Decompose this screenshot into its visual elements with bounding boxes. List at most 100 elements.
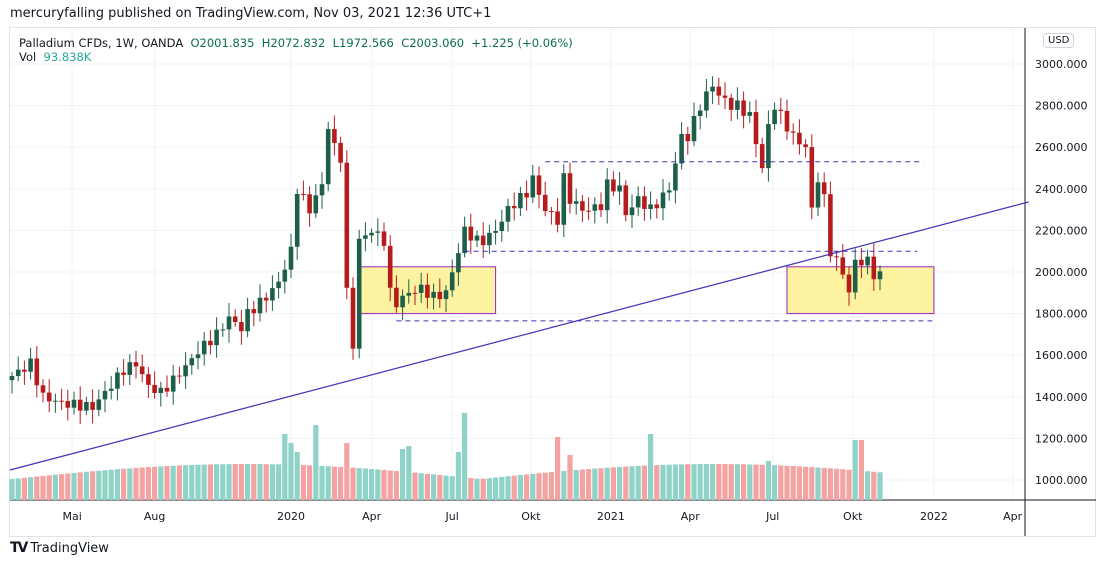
volume-bar [703, 464, 709, 500]
volume-bar [381, 469, 387, 500]
volume-bar [765, 461, 771, 500]
candle-body [288, 246, 294, 270]
candle-body [710, 86, 715, 92]
volume-bar [152, 466, 158, 500]
volume-bar [604, 467, 610, 500]
volume-value: 93.838K [43, 50, 92, 64]
volume-bar [468, 478, 474, 500]
candle-body [728, 97, 734, 110]
volume-bar [697, 464, 703, 500]
candle-body [356, 238, 362, 349]
volume-bar [827, 468, 833, 500]
candle-body [232, 316, 238, 322]
volume-bar [108, 469, 114, 500]
candle-body [518, 192, 523, 209]
volume-bar [52, 474, 58, 500]
volume-bar [344, 443, 350, 500]
x-tick-label: Jul [445, 510, 459, 523]
candle-body [666, 190, 672, 193]
trend-line [9, 201, 1029, 471]
volume-bar [499, 476, 505, 500]
volume-bar [251, 464, 257, 500]
candle-body [34, 358, 40, 386]
volume-bar [176, 465, 182, 500]
x-tick-label: Jul [765, 510, 779, 523]
candle-body [474, 235, 480, 241]
volume-bar [871, 471, 877, 500]
volume-bar [542, 472, 548, 500]
candle-body [648, 204, 653, 209]
candle-body [84, 402, 89, 411]
candle-body [759, 144, 765, 169]
volume-bar [685, 464, 691, 500]
candle-body [877, 271, 883, 280]
volume-bar [71, 472, 77, 500]
candle-body [418, 284, 424, 293]
candle-body [635, 196, 641, 208]
open-value: O2001.835 [190, 36, 255, 50]
candle-body [394, 287, 399, 308]
volume-bar [431, 474, 437, 500]
change-value: +1.225 (+0.06%) [471, 36, 573, 50]
candle-body [704, 91, 709, 111]
volume-bar [220, 464, 226, 500]
candle-body [443, 290, 449, 300]
volume-bar [195, 464, 201, 500]
candle-body [270, 288, 275, 301]
candle-body [654, 204, 660, 209]
volume-bar [790, 466, 796, 500]
candle-body [282, 269, 288, 282]
volume-bar [803, 466, 809, 500]
volume-bar [114, 469, 120, 500]
candle-body [660, 192, 666, 209]
volume-bar [772, 465, 778, 500]
chart-frame[interactable] [9, 27, 1096, 537]
candle-body [505, 205, 511, 222]
volume-bar [648, 434, 654, 500]
candle-body [406, 292, 412, 296]
volume-bar [623, 466, 629, 500]
volume-bar [325, 466, 331, 500]
volume-bar [207, 464, 213, 500]
volume-bar [257, 464, 263, 500]
volume-bar [796, 466, 802, 500]
volume-bar [561, 471, 567, 500]
volume-bar [548, 472, 554, 500]
volume-bar [437, 474, 443, 500]
volume-bar [15, 478, 21, 500]
symbol-legend: Palladium CFDs, 1W, OANDA O2001.835 H207… [19, 36, 573, 64]
candle-body [852, 259, 858, 293]
volume-bar [164, 466, 170, 500]
volume-bar [840, 469, 846, 500]
candle-body [325, 129, 331, 185]
candle-body [319, 184, 325, 196]
candle-body [865, 256, 870, 266]
volume-bar [815, 467, 821, 500]
candle-body [412, 292, 418, 294]
tradingview-logo: TV TradingView [10, 540, 109, 556]
volume-bar [294, 452, 300, 500]
volume-bar [877, 472, 883, 500]
volume-bar [331, 466, 337, 500]
volume-bar [474, 478, 480, 500]
candle-body [245, 309, 250, 332]
volume-bar [245, 464, 251, 500]
candle-body [301, 193, 306, 195]
candle-body [201, 340, 207, 355]
volume-bar [102, 470, 108, 500]
candle-body [623, 185, 629, 216]
volume-bar [313, 425, 319, 500]
volume-bar [579, 469, 585, 500]
volume-bar [121, 468, 127, 500]
candle-body [431, 291, 436, 298]
currency-button[interactable]: USD [1043, 33, 1075, 48]
y-tick-label: 2600.000 [1035, 141, 1088, 154]
volume-bar [846, 469, 852, 500]
candle-body [679, 134, 684, 164]
candle-body [462, 226, 467, 254]
candle-body [716, 86, 722, 96]
volume-bar [517, 475, 523, 500]
volume-bar [424, 473, 430, 500]
candle-body [611, 179, 616, 192]
